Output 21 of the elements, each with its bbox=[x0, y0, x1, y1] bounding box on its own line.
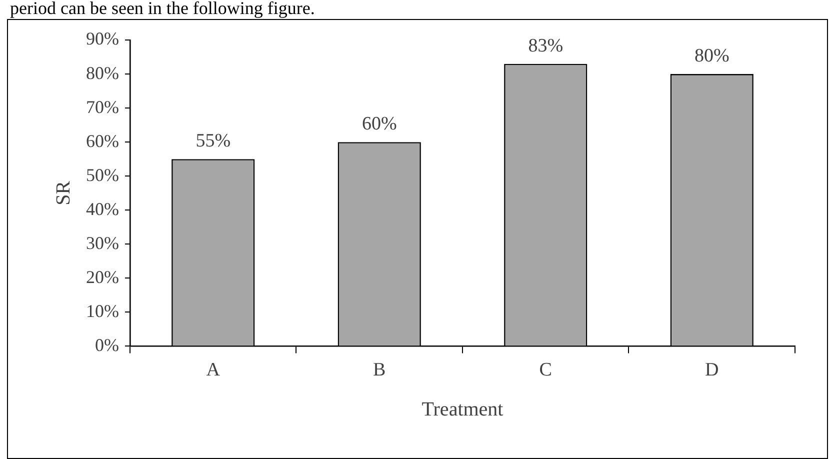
y-tick-label: 20% bbox=[86, 266, 119, 287]
y-tick-label: 30% bbox=[86, 232, 119, 253]
x-tick-label: B bbox=[373, 360, 386, 381]
y-tick-label: 0% bbox=[94, 334, 119, 355]
y-tick-label: 60% bbox=[86, 130, 119, 151]
x-tick-label: D bbox=[705, 360, 719, 381]
y-tick-label: 50% bbox=[86, 164, 119, 185]
y-tick-label: 90% bbox=[86, 28, 119, 49]
data-label: 83% bbox=[528, 35, 564, 56]
y-tick-label: 10% bbox=[86, 300, 119, 321]
x-axis-title: Treatment bbox=[422, 398, 504, 420]
x-tick-label: C bbox=[539, 360, 552, 381]
x-tick-label: A bbox=[206, 360, 220, 381]
y-tick-label: 40% bbox=[86, 198, 119, 219]
y-tick-label: 70% bbox=[86, 96, 119, 117]
y-tick-label: 80% bbox=[86, 62, 119, 83]
y-axis-title: SR bbox=[52, 180, 74, 206]
text: period can be seen in the following figure. bbox=[10, 0, 315, 18]
data-label: 55% bbox=[196, 130, 231, 152]
data-label: 60% bbox=[362, 114, 397, 135]
data-label: 80% bbox=[694, 46, 730, 67]
